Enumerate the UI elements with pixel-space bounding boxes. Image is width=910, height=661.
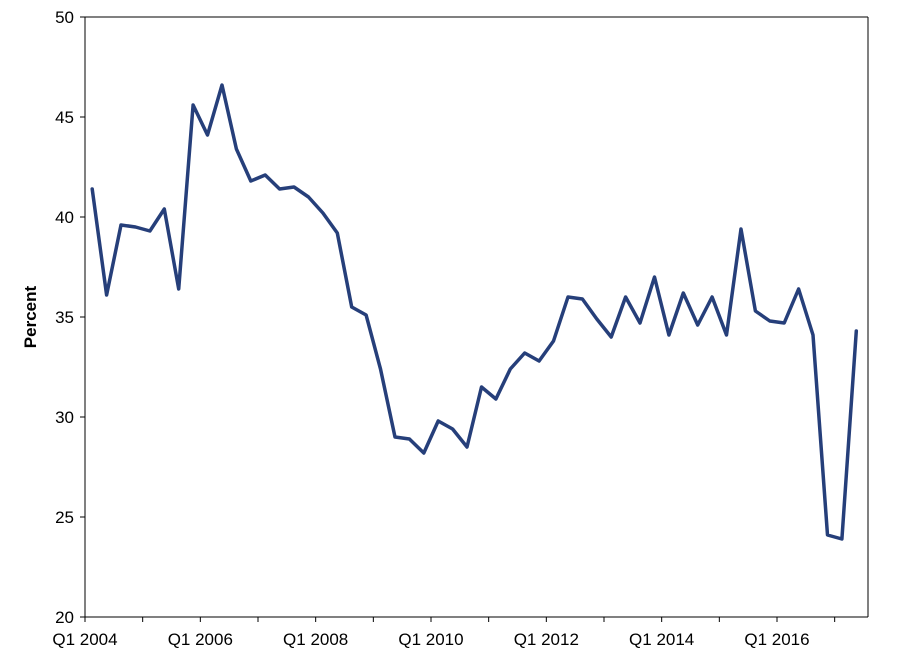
- y-tick-label: 50: [55, 8, 74, 27]
- y-axis-title: Percent: [21, 285, 40, 348]
- x-tick-label: Q1 2010: [398, 630, 463, 649]
- y-axis-title-group: Percent: [21, 285, 40, 348]
- y-tick-label: 40: [55, 208, 74, 227]
- x-tick-label: Q1 2004: [52, 630, 117, 649]
- x-tick-label: Q1 2006: [168, 630, 233, 649]
- y-tick-label: 25: [55, 508, 74, 527]
- x-tick-label: Q1 2008: [283, 630, 348, 649]
- x-ticks: Q1 2004 Q1 2006 Q1 2008 Q1 2010 Q1 2012 Q1 20…: [52, 617, 836, 649]
- x-tick-label: Q1 2016: [744, 630, 809, 649]
- x-tick-label: Q1 2012: [514, 630, 579, 649]
- x-tick-label: Q1 2014: [629, 630, 694, 649]
- data-series: [90, 83, 859, 541]
- y-tick-label: 35: [55, 308, 74, 327]
- y-ticks: 20 25 30 35 40 45 50: [55, 8, 85, 627]
- axes: [84, 16, 869, 618]
- y-tick-label: 20: [55, 608, 74, 627]
- series-line: [90, 83, 859, 541]
- y-tick-label: 45: [55, 108, 74, 127]
- y-tick-label: 30: [55, 408, 74, 427]
